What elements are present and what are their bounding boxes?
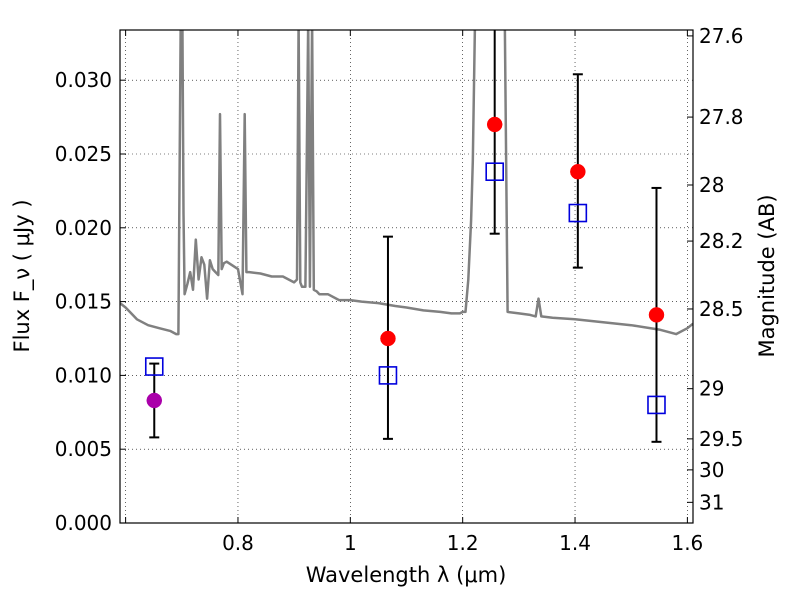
right-axis-label: Magnitude (AB) [755, 194, 779, 357]
y-tick-label: 0.030 [55, 68, 112, 92]
x-tick-label: 1.6 [671, 531, 703, 555]
right-tick-label: 29 [699, 377, 724, 401]
plot-data [120, 30, 693, 443]
right-tick-label: 28 [699, 173, 724, 197]
observed-flux-point [380, 330, 396, 347]
observed-flux-point [486, 116, 503, 133]
y-tick-label: 0.020 [55, 216, 112, 240]
x-axis-label: Wavelength λ (μm) [306, 563, 507, 587]
observed-flux-point [648, 307, 665, 323]
model-photometry-square [568, 203, 588, 223]
y-tick-label: 0.010 [55, 363, 112, 387]
model-photometry-square [144, 357, 164, 376]
model-photometry-square [647, 395, 666, 415]
x-tick-label: 1 [344, 531, 357, 555]
model-photometry-square [378, 366, 398, 385]
right-tick-label: 30 [699, 458, 724, 482]
y-tick-label: 0.005 [55, 437, 112, 461]
right-tick-label: 27.8 [699, 105, 744, 129]
right-tick-label: 28.2 [699, 229, 744, 253]
right-tick-label: 28.5 [699, 297, 744, 321]
y-axis-label: Flux F_ν ( μJy ) [10, 199, 35, 352]
y-tick-label: 0.015 [55, 290, 112, 314]
y-tick-label: 0.000 [55, 511, 112, 535]
x-tick-label: 0.8 [222, 531, 254, 555]
plot-frame [119, 29, 694, 524]
axis-ticks: 0.8 1 1.2 1.4 1.6 0.000 0.005 0.010 0.015 0.020 0.… [55, 24, 744, 555]
right-tick-label: 31 [699, 490, 724, 514]
x-tick-label: 1.4 [559, 531, 591, 555]
model-photometry-square [485, 162, 504, 182]
x-tick-label: 1.2 [447, 531, 479, 555]
y-tick-label: 0.025 [55, 142, 112, 166]
observed-flux-point [146, 392, 163, 409]
spectrum-line [120, 30, 693, 336]
right-tick-label: 29.5 [699, 427, 744, 451]
right-tick-label: 27.6 [699, 24, 744, 48]
observed-flux-point [570, 163, 586, 180]
